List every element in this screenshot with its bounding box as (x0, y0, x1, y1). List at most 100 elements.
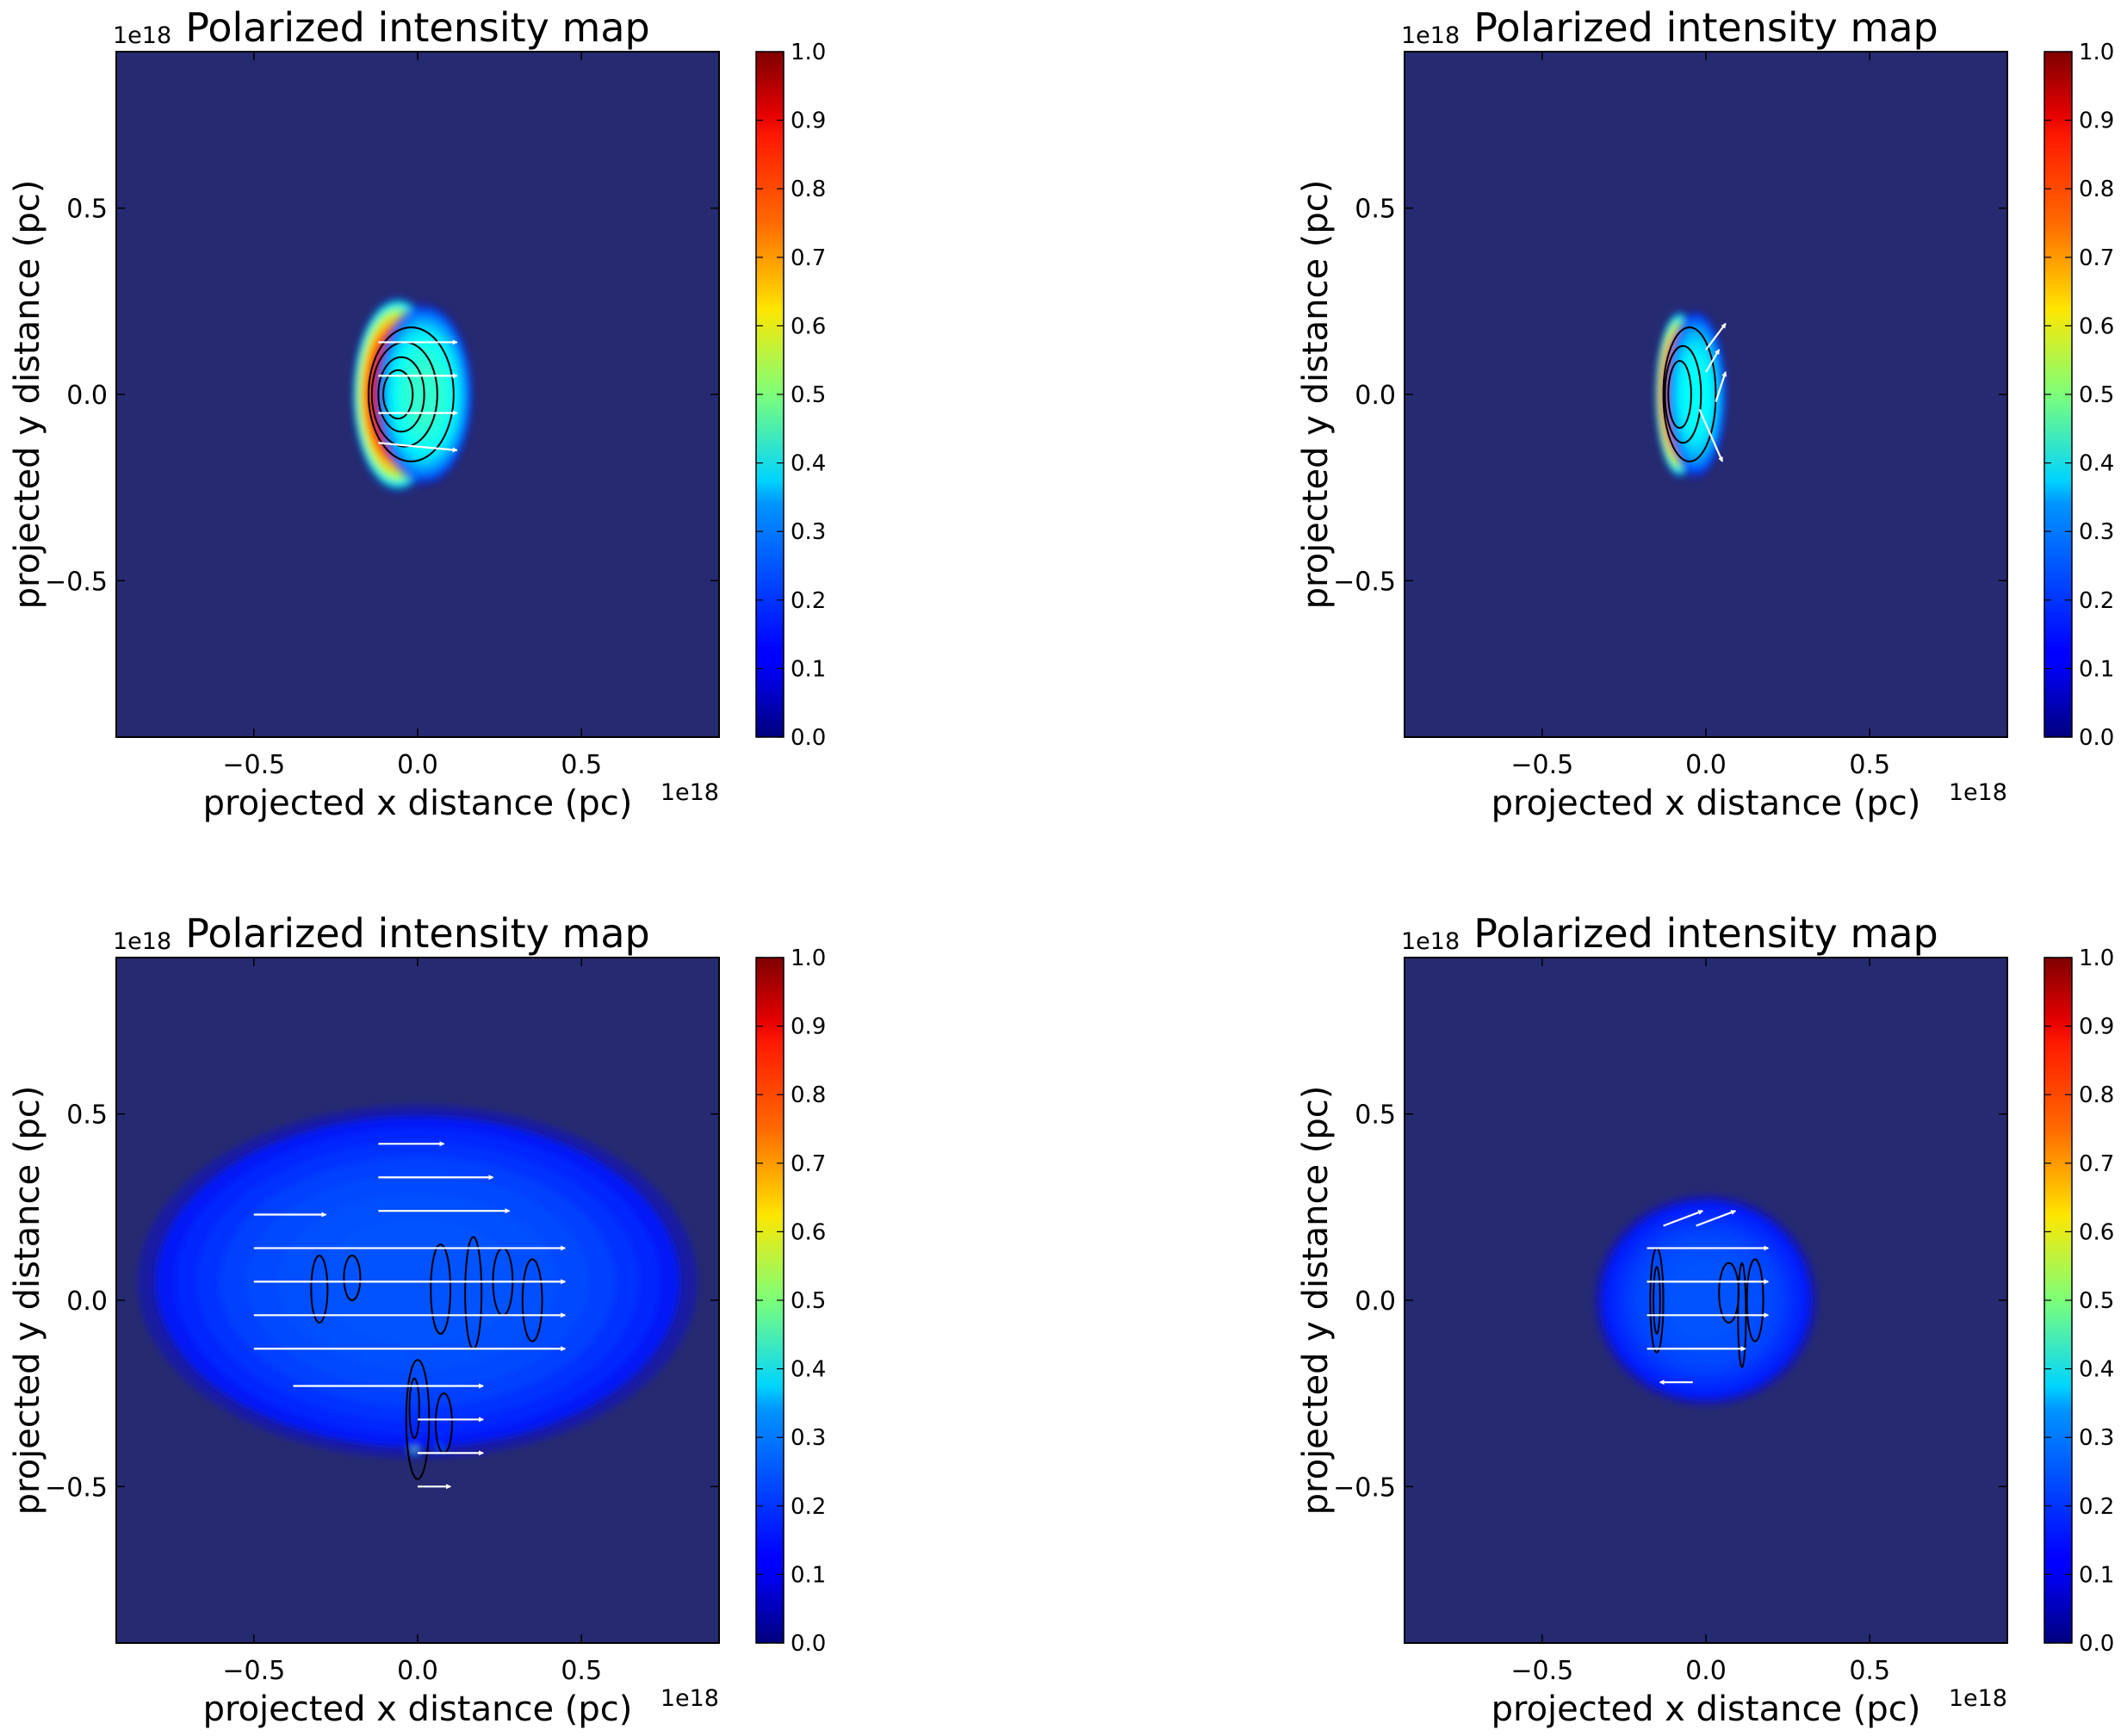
polarization-vector-3 (1698, 408, 1724, 462)
x-offset-label: 1e18 (660, 1685, 719, 1712)
y-offset-label: 1e18 (113, 928, 171, 955)
contour-line-2 (1664, 344, 1702, 444)
x-axis-label: projected x distance (pc) (203, 784, 633, 823)
x-axis-label: projected x distance (pc) (1492, 784, 1921, 823)
y-axis-label: projected y distance (pc) (1296, 180, 1336, 610)
x-tick-label: −0.5 (1510, 1656, 1573, 1686)
colorbar-tick-label: 0.7 (791, 1151, 826, 1177)
chart-title: Polarized intensity map (185, 910, 649, 957)
colorbar-tick-label: 0.2 (791, 1494, 826, 1520)
y-tick-label: −0.5 (1333, 1472, 1396, 1503)
y-tick-label: −0.5 (45, 1472, 108, 1503)
contour-line-2 (343, 1255, 362, 1302)
y-offset-label: 1e18 (1401, 22, 1460, 49)
panel-3: −0.5 0.0 0.5 0.5 0.0 −0.5 Polarized intensity … (8, 910, 826, 1729)
x-axis-label: projected x distance (pc) (203, 1690, 633, 1729)
colorbar-tick-label: 0.0 (791, 1631, 826, 1657)
colorbar-tick-label: 0.4 (2079, 451, 2114, 477)
colorbar-tick-label: 0.2 (791, 588, 826, 614)
colorbar-tick-label: 0.9 (791, 108, 826, 134)
colorbar-tick-label: 0.6 (791, 313, 826, 339)
y-tick-label: 0.5 (1355, 1100, 1396, 1131)
x-tick-label: 0.5 (561, 750, 602, 780)
colorbar-tick-label: 1.0 (791, 40, 826, 65)
colorbar-tick-label: 0.2 (2079, 588, 2114, 614)
x-axis-label: projected x distance (pc) (1492, 1690, 1921, 1729)
panel-4: −0.5 0.0 0.5 0.5 0.0 −0.5 Polarized intensity … (1296, 910, 2114, 1729)
colorbar-tick-label: 0.9 (2079, 108, 2114, 134)
y-offset-label: 1e18 (113, 22, 171, 49)
colorbar-tick-label: 0.4 (2079, 1357, 2114, 1383)
x-offset-label: 1e18 (1949, 1685, 2007, 1712)
polarization-vector-2 (1696, 1210, 1737, 1227)
colorbar-tick-label: 0.1 (2079, 1562, 2114, 1588)
colorbar-tick-label: 0.5 (2079, 382, 2114, 408)
colorbar-tick-label: 0.2 (2079, 1494, 2114, 1520)
intensity-blob-3-level-8 (1665, 1262, 1746, 1338)
contour-line-6 (521, 1258, 543, 1342)
contour-line-3 (377, 356, 425, 433)
x-tick-label: 0.0 (1685, 1656, 1727, 1686)
x-tick-label: 0.0 (1685, 750, 1727, 780)
plot-area (1654, 309, 1727, 480)
colorbar-tick-label: 1.0 (2079, 40, 2114, 65)
colorbar-tick-label: 0.0 (791, 725, 826, 751)
colorbar-tick-label: 0.6 (2079, 313, 2114, 339)
x-tick-label: −0.5 (222, 750, 285, 780)
colorbar-tick-label: 0.3 (791, 519, 826, 545)
chart-title: Polarized intensity map (185, 4, 649, 51)
y-tick-label: 0.5 (1355, 195, 1396, 225)
x-offset-label: 1e18 (1949, 779, 2007, 806)
y-tick-label: 0.0 (1355, 1286, 1396, 1317)
colorbar-tick-label: 0.3 (2079, 1425, 2114, 1451)
colorbar-tick-label: 0.5 (791, 382, 826, 408)
y-tick-label: 0.5 (66, 1100, 108, 1131)
y-tick-label: −0.5 (1333, 567, 1396, 597)
colorbar-tick-label: 0.8 (791, 177, 826, 202)
x-tick-label: 0.5 (1849, 750, 1890, 780)
colorbar-tick-label: 1.0 (2079, 946, 2114, 971)
x-tick-label: 0.5 (561, 1656, 602, 1686)
polarization-vector-4 (378, 442, 458, 453)
contour-line-2 (1653, 1266, 1661, 1335)
colorbar-tick-label: 0.8 (2079, 1082, 2114, 1108)
colorbar-tick-label: 0.6 (2079, 1219, 2114, 1245)
contour-line-4 (382, 369, 414, 420)
x-tick-label: −0.5 (222, 1656, 285, 1686)
chart-title: Polarized intensity map (1473, 910, 1938, 957)
colorbar-tick-label: 0.9 (2079, 1014, 2114, 1040)
colorbar-tick-label: 1.0 (791, 946, 826, 971)
colorbar-tick-label: 0.4 (791, 1357, 826, 1383)
intensity-field (1593, 1194, 1819, 1407)
contour-line-1 (310, 1255, 329, 1324)
colorbar-tick-label: 0.3 (2079, 519, 2114, 545)
colorbar-tick-label: 0.1 (791, 1562, 826, 1588)
y-tick-label: −0.5 (45, 567, 108, 597)
polarization-vector-1 (1663, 1210, 1704, 1227)
y-tick-label: 0.0 (1355, 381, 1396, 411)
y-tick-label: 0.0 (66, 381, 108, 411)
colorbar-tick-label: 0.8 (2079, 177, 2114, 202)
colorbar-tick-label: 0.1 (791, 656, 826, 682)
y-axis-label: projected y distance (pc) (8, 180, 47, 610)
x-offset-label: 1e18 (660, 779, 719, 806)
colorbar-tick-label: 0.6 (791, 1219, 826, 1245)
panel-2: −0.5 0.0 0.5 0.5 0.0 −0.5 Polarized intensity … (1296, 4, 2114, 823)
plot-area (350, 294, 474, 494)
contour-line-3 (1667, 360, 1692, 429)
colorbar-tick-label: 0.8 (791, 1082, 826, 1108)
y-axis-label: projected y distance (pc) (1296, 1086, 1336, 1516)
colorbar-tick-label: 0.0 (2079, 1631, 2114, 1657)
colorbar-tick-label: 0.9 (791, 1014, 826, 1040)
y-offset-label: 1e18 (1401, 928, 1460, 955)
contour-line-8 (408, 1377, 420, 1440)
plot-area (137, 1104, 698, 1490)
contour-line-1 (1662, 326, 1717, 462)
contour-line-3 (430, 1243, 452, 1335)
x-tick-label: 0.5 (1849, 1656, 1890, 1686)
colorbar-tick-label: 0.1 (2079, 656, 2114, 682)
x-tick-label: 0.0 (397, 1656, 438, 1686)
plot-area (1593, 1194, 1819, 1407)
colorbar-tick-label: 0.7 (2079, 245, 2114, 271)
